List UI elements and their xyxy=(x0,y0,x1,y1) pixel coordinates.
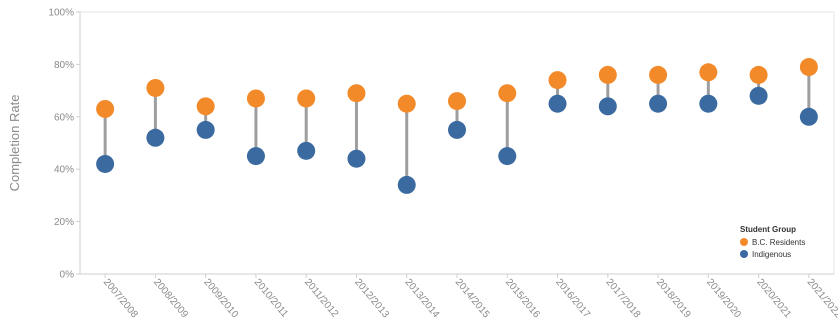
x-tick-label: 2015/2016 xyxy=(503,277,542,321)
y-axis-title: Completion Rate xyxy=(7,95,22,192)
data-points xyxy=(96,58,818,194)
point-indigenous xyxy=(649,94,668,113)
x-tick-label: 2014/2015 xyxy=(453,277,492,321)
point-indigenous xyxy=(347,149,366,168)
x-tick-label: 2019/2020 xyxy=(704,277,743,321)
x-tick-label: 2007/2008 xyxy=(101,277,140,321)
x-tick-label: 2013/2014 xyxy=(402,277,441,321)
point-bc-residents xyxy=(96,99,115,118)
x-tick-label: 2021/2022 xyxy=(805,277,838,321)
point-bc-residents xyxy=(598,65,617,84)
x-tick-label: 2016/2017 xyxy=(553,277,592,321)
point-indigenous xyxy=(548,94,567,113)
legend-label-indigenous: Indigenous xyxy=(752,250,791,259)
point-bc-residents xyxy=(548,71,567,90)
point-bc-residents xyxy=(196,97,215,116)
legend: Student Group B.C. Residents Indigenous xyxy=(740,225,805,259)
point-indigenous xyxy=(498,147,517,166)
x-tick-label: 2017/2018 xyxy=(604,277,643,321)
legend-swatch-indigenous xyxy=(740,250,748,258)
plot-frame xyxy=(79,11,835,275)
point-bc-residents xyxy=(397,94,416,113)
point-indigenous xyxy=(598,97,617,116)
axes: 0% 20% 40% 60% 80% 100% Completion Rate 2007/20… xyxy=(7,8,838,321)
point-indigenous xyxy=(799,107,818,126)
point-indigenous xyxy=(297,141,316,160)
point-indigenous xyxy=(246,147,265,166)
point-indigenous xyxy=(146,128,165,147)
y-tick-label: 60% xyxy=(54,112,74,123)
point-indigenous xyxy=(749,86,768,105)
y-tick-label: 0% xyxy=(60,270,75,281)
point-bc-residents xyxy=(347,84,366,103)
point-bc-residents xyxy=(448,92,466,111)
point-bc-residents xyxy=(699,63,718,82)
y-tick-label: 100% xyxy=(48,8,74,19)
point-indigenous xyxy=(96,154,115,173)
point-bc-residents xyxy=(799,58,818,77)
point-bc-residents xyxy=(246,89,265,108)
legend-title: Student Group xyxy=(740,225,796,234)
point-indigenous xyxy=(448,120,466,139)
point-bc-residents xyxy=(297,89,316,108)
legend-swatch-bc-residents xyxy=(740,238,748,246)
x-tick-label: 2012/2013 xyxy=(352,277,391,321)
x-tick-label: 2008/2009 xyxy=(151,277,190,321)
y-tick-label: 40% xyxy=(54,165,74,176)
point-bc-residents xyxy=(749,65,768,84)
point-indigenous xyxy=(196,120,215,139)
y-tick-label: 20% xyxy=(54,217,74,228)
x-tick-label: 2009/2010 xyxy=(201,277,240,321)
point-bc-residents xyxy=(649,65,668,84)
point-indigenous xyxy=(699,94,718,113)
x-tick-label: 2018/2019 xyxy=(654,277,693,321)
y-tick-label: 80% xyxy=(54,60,74,71)
x-tick-label: 2010/2011 xyxy=(252,277,291,320)
legend-label-bc-residents: B.C. Residents xyxy=(752,238,805,247)
point-indigenous xyxy=(397,175,416,194)
point-bc-residents xyxy=(498,84,517,103)
point-bc-residents xyxy=(146,78,165,97)
x-tick-label: 2011/2012 xyxy=(302,277,341,320)
x-tick-label: 2020/2021 xyxy=(754,277,793,321)
